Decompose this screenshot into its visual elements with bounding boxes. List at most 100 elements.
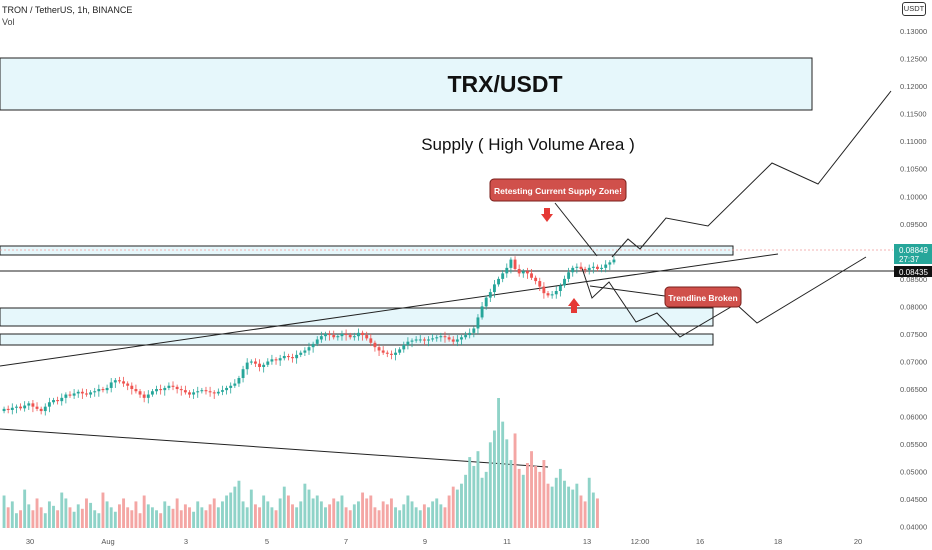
volume-bar bbox=[435, 498, 439, 528]
volume-bar bbox=[554, 477, 558, 528]
volume-bar bbox=[93, 510, 97, 528]
candle bbox=[361, 330, 365, 341]
price-axis[interactable]: 0.13000 0.12500 0.12000 0.11500 0.11000 0.105… bbox=[900, 27, 927, 532]
candle bbox=[221, 385, 224, 396]
volume-bar bbox=[344, 507, 348, 528]
candle bbox=[418, 335, 422, 343]
callout-leader-2 bbox=[589, 285, 666, 297]
candle bbox=[31, 400, 35, 413]
time-tick-label: 11 bbox=[503, 537, 511, 546]
volume-bar bbox=[357, 501, 360, 528]
volume-bar bbox=[68, 507, 72, 528]
time-tick-label: 12:00 bbox=[631, 537, 650, 546]
current-price-tag: 0.08849 27:37 bbox=[894, 244, 932, 264]
volume-bar bbox=[497, 398, 500, 528]
rising-trendline bbox=[0, 253, 779, 367]
volume-bar bbox=[464, 474, 468, 528]
volume-bar bbox=[307, 489, 311, 528]
candle bbox=[435, 335, 439, 342]
volume-bar bbox=[381, 501, 385, 528]
candle bbox=[480, 302, 484, 320]
volume-bar bbox=[278, 498, 282, 528]
candle bbox=[369, 333, 373, 347]
volume-bar bbox=[575, 483, 579, 528]
candle bbox=[336, 333, 340, 341]
volume-bar bbox=[56, 510, 60, 528]
volume-bar bbox=[101, 492, 105, 528]
volume-bar bbox=[591, 492, 595, 528]
volume-bar bbox=[373, 507, 377, 528]
volume-bar bbox=[27, 504, 31, 528]
candle bbox=[492, 279, 496, 298]
candle bbox=[583, 266, 587, 274]
candle bbox=[212, 390, 216, 399]
volume-bar bbox=[291, 504, 294, 528]
volume-bar bbox=[468, 457, 472, 528]
volume-bar bbox=[427, 507, 430, 528]
volume-bar bbox=[336, 501, 340, 528]
currency-badge[interactable]: USDT bbox=[902, 2, 926, 16]
price-tick-label: 0.06000 bbox=[900, 413, 927, 422]
volume-bar bbox=[6, 507, 10, 528]
candle bbox=[216, 388, 220, 396]
candle bbox=[431, 333, 435, 342]
volume-bar bbox=[52, 505, 55, 528]
candle bbox=[505, 263, 509, 278]
volume-bar bbox=[105, 501, 109, 528]
candle bbox=[521, 268, 525, 278]
candle bbox=[567, 267, 571, 283]
candle bbox=[122, 376, 126, 387]
candle bbox=[550, 290, 554, 299]
volume-bar bbox=[501, 421, 505, 528]
volume-bar bbox=[138, 513, 142, 528]
volume-bar bbox=[550, 486, 554, 528]
volume-bar bbox=[89, 502, 93, 528]
volume-bar bbox=[14, 513, 18, 528]
candle bbox=[93, 387, 97, 397]
candle bbox=[138, 389, 142, 398]
candle bbox=[303, 347, 307, 356]
candle bbox=[196, 386, 200, 398]
volume-bar bbox=[39, 507, 43, 528]
candle bbox=[76, 389, 80, 398]
candle bbox=[85, 389, 88, 397]
candle bbox=[233, 379, 237, 388]
candle bbox=[72, 389, 76, 399]
volume-indicator-label: Vol bbox=[2, 17, 15, 27]
volume-bar bbox=[431, 501, 435, 528]
volume-bar bbox=[270, 507, 274, 528]
volume-bar bbox=[324, 507, 327, 528]
volume-bar bbox=[365, 498, 369, 528]
candle bbox=[56, 396, 60, 405]
volume-bar bbox=[332, 498, 336, 528]
volume-bar bbox=[253, 504, 257, 528]
volume-bar bbox=[130, 510, 134, 528]
volume-bar bbox=[410, 501, 414, 528]
volume-bar bbox=[159, 513, 163, 528]
volume-bar bbox=[134, 501, 138, 528]
candle bbox=[200, 387, 204, 394]
candle bbox=[365, 331, 369, 341]
candle bbox=[488, 288, 492, 303]
candle bbox=[563, 275, 566, 288]
volume-bar bbox=[249, 489, 253, 528]
volume-bar bbox=[2, 495, 6, 528]
volume-bar bbox=[150, 507, 154, 528]
candle bbox=[525, 267, 529, 279]
candle bbox=[501, 270, 505, 283]
current-price-value: 0.08849 bbox=[899, 246, 928, 255]
candle bbox=[460, 335, 463, 345]
candle bbox=[389, 350, 393, 360]
candle bbox=[575, 263, 579, 274]
volume-bar bbox=[534, 465, 538, 528]
volume-bar bbox=[113, 511, 117, 528]
volume-bar bbox=[402, 504, 406, 528]
volume-bar bbox=[208, 504, 212, 528]
candle bbox=[451, 336, 455, 345]
time-axis[interactable]: 30 Aug 3 5 7 9 11 13 12:00 16 18 20 bbox=[26, 537, 862, 546]
candle bbox=[27, 401, 31, 410]
volume-bar bbox=[394, 507, 397, 528]
candle bbox=[225, 385, 229, 395]
